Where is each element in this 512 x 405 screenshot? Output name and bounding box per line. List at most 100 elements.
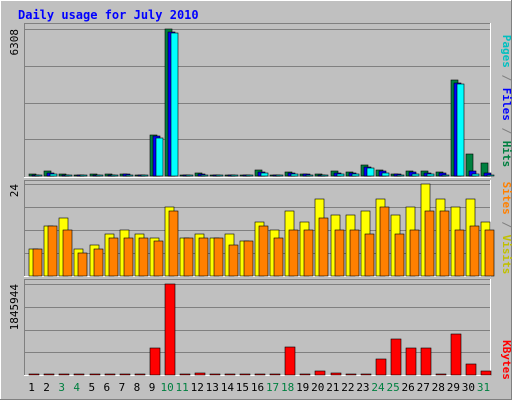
bar-hits-pages-4	[79, 174, 88, 177]
bar-visits-sites-24	[379, 206, 390, 277]
bar-visits-sites-23	[364, 233, 375, 277]
x-tick-label-25: 25	[386, 381, 399, 394]
bar-visits-sites-26	[409, 229, 420, 277]
x-tick-label-30: 30	[462, 381, 475, 394]
bar-kbytes-kbytes-21	[330, 372, 342, 376]
bar-visits-sites-7	[123, 237, 134, 277]
bar-hits-pages-30	[471, 173, 480, 177]
bar-hits-pages-9	[155, 137, 164, 177]
bar-visits-sites-16	[258, 225, 269, 277]
x-tick-label-20: 20	[311, 381, 324, 394]
bar-kbytes-kbytes-24	[375, 358, 387, 376]
bar-kbytes-kbytes-10	[164, 283, 176, 376]
bar-kbytes-kbytes-15	[239, 373, 251, 376]
x-tick-label-27: 27	[417, 381, 430, 394]
bar-hits-pages-17	[275, 174, 284, 177]
bar-hits-pages-14	[230, 174, 239, 177]
bar-kbytes-kbytes-2	[43, 373, 55, 376]
bar-hits-pages-15	[245, 174, 254, 177]
bar-visits-sites-8	[138, 237, 149, 277]
bar-kbytes-kbytes-3	[58, 373, 70, 376]
bar-kbytes-kbytes-19	[299, 373, 311, 376]
bar-hits-pages-7	[125, 174, 134, 177]
x-tick-label-9: 9	[149, 381, 156, 394]
bar-hits-pages-5	[95, 174, 104, 177]
max-label-kbytes: 1845944	[8, 284, 21, 331]
legend-pages-files-hits-part: /	[500, 121, 512, 141]
legend-sites-visits-part: /	[500, 215, 512, 235]
bar-hits-pages-22	[351, 173, 360, 177]
x-tick-label-5: 5	[88, 381, 95, 394]
legend-sites-visits-part: Sites	[500, 182, 512, 215]
bar-hits-pages-1	[34, 174, 43, 177]
x-tick-label-11: 11	[176, 381, 189, 394]
bar-hits-pages-12	[200, 174, 209, 177]
bar-visits-sites-22	[349, 229, 360, 277]
bar-visits-sites-13	[213, 237, 224, 277]
bar-kbytes-kbytes-17	[269, 373, 281, 376]
x-tick-label-12: 12	[191, 381, 204, 394]
bar-kbytes-kbytes-6	[104, 373, 116, 376]
x-tick-label-19: 19	[296, 381, 309, 394]
bar-kbytes-kbytes-23	[360, 373, 372, 376]
x-tick-label-15: 15	[236, 381, 249, 394]
bar-hits-pages-25	[396, 174, 405, 177]
bar-hits-pages-10	[170, 32, 179, 177]
max-label-visits: 24	[8, 184, 21, 198]
bar-visits-sites-11	[183, 237, 194, 277]
legend-pages-files-hits-part: Hits	[500, 141, 512, 168]
panel-hits	[24, 23, 491, 178]
legend-pages-files-hits: Pages / Files / Hits	[500, 35, 512, 168]
x-tick-label-24: 24	[371, 381, 385, 394]
x-tick-label-14: 14	[221, 381, 235, 394]
bar-kbytes-kbytes-13	[209, 373, 221, 376]
bar-hits-pages-3	[64, 174, 73, 177]
x-tick-label-8: 8	[134, 381, 141, 394]
bar-kbytes-kbytes-7	[119, 373, 131, 376]
bar-kbytes-kbytes-18	[284, 346, 296, 376]
bar-visits-sites-27	[424, 210, 435, 277]
bar-visits-sites-12	[198, 237, 209, 277]
x-tick-label-10: 10	[160, 381, 173, 394]
x-tick-label-4: 4	[73, 381, 80, 394]
bar-visits-sites-1	[32, 248, 43, 277]
bar-visits-sites-25	[394, 233, 405, 277]
bar-visits-sites-4	[77, 252, 88, 277]
bar-visits-sites-19	[303, 229, 314, 277]
x-tick-label-22: 22	[341, 381, 354, 394]
x-tick-label-7: 7	[119, 381, 126, 394]
bar-visits-sites-29	[454, 229, 465, 277]
bar-hits-pages-16	[260, 172, 269, 177]
bar-kbytes-kbytes-11	[179, 373, 191, 376]
bar-kbytes-kbytes-22	[345, 373, 357, 376]
x-tick-label-26: 26	[402, 381, 415, 394]
x-tick-label-28: 28	[432, 381, 445, 394]
bar-hits-pages-8	[140, 174, 149, 177]
bar-hits-pages-19	[305, 174, 314, 177]
bar-hits-pages-29	[456, 83, 465, 177]
x-tick-label-23: 23	[356, 381, 369, 394]
x-tick-label-21: 21	[326, 381, 339, 394]
bar-kbytes-kbytes-14	[224, 373, 236, 376]
x-tick-label-6: 6	[104, 381, 111, 394]
bar-visits-sites-20	[318, 217, 329, 277]
bar-kbytes-kbytes-16	[254, 373, 266, 376]
x-tick-label-1: 1	[28, 381, 35, 394]
bar-hits-pages-24	[381, 172, 390, 177]
bar-visits-sites-31	[484, 229, 495, 277]
x-tick-label-18: 18	[281, 381, 294, 394]
legend-kbytes: KBytes	[500, 340, 512, 380]
bar-visits-sites-14	[228, 244, 239, 277]
bar-visits-sites-10	[168, 210, 179, 277]
bar-visits-sites-6	[108, 237, 119, 277]
bar-hits-pages-13	[215, 174, 224, 177]
legend-sites-visits: Sites / Visits	[500, 182, 512, 275]
x-tick-label-2: 2	[43, 381, 50, 394]
bar-kbytes-kbytes-25	[390, 338, 402, 376]
max-label-hits: 6308	[8, 29, 21, 56]
bar-visits-sites-15	[243, 240, 254, 277]
bar-hits-pages-27	[426, 173, 435, 177]
x-tick-label-29: 29	[447, 381, 460, 394]
